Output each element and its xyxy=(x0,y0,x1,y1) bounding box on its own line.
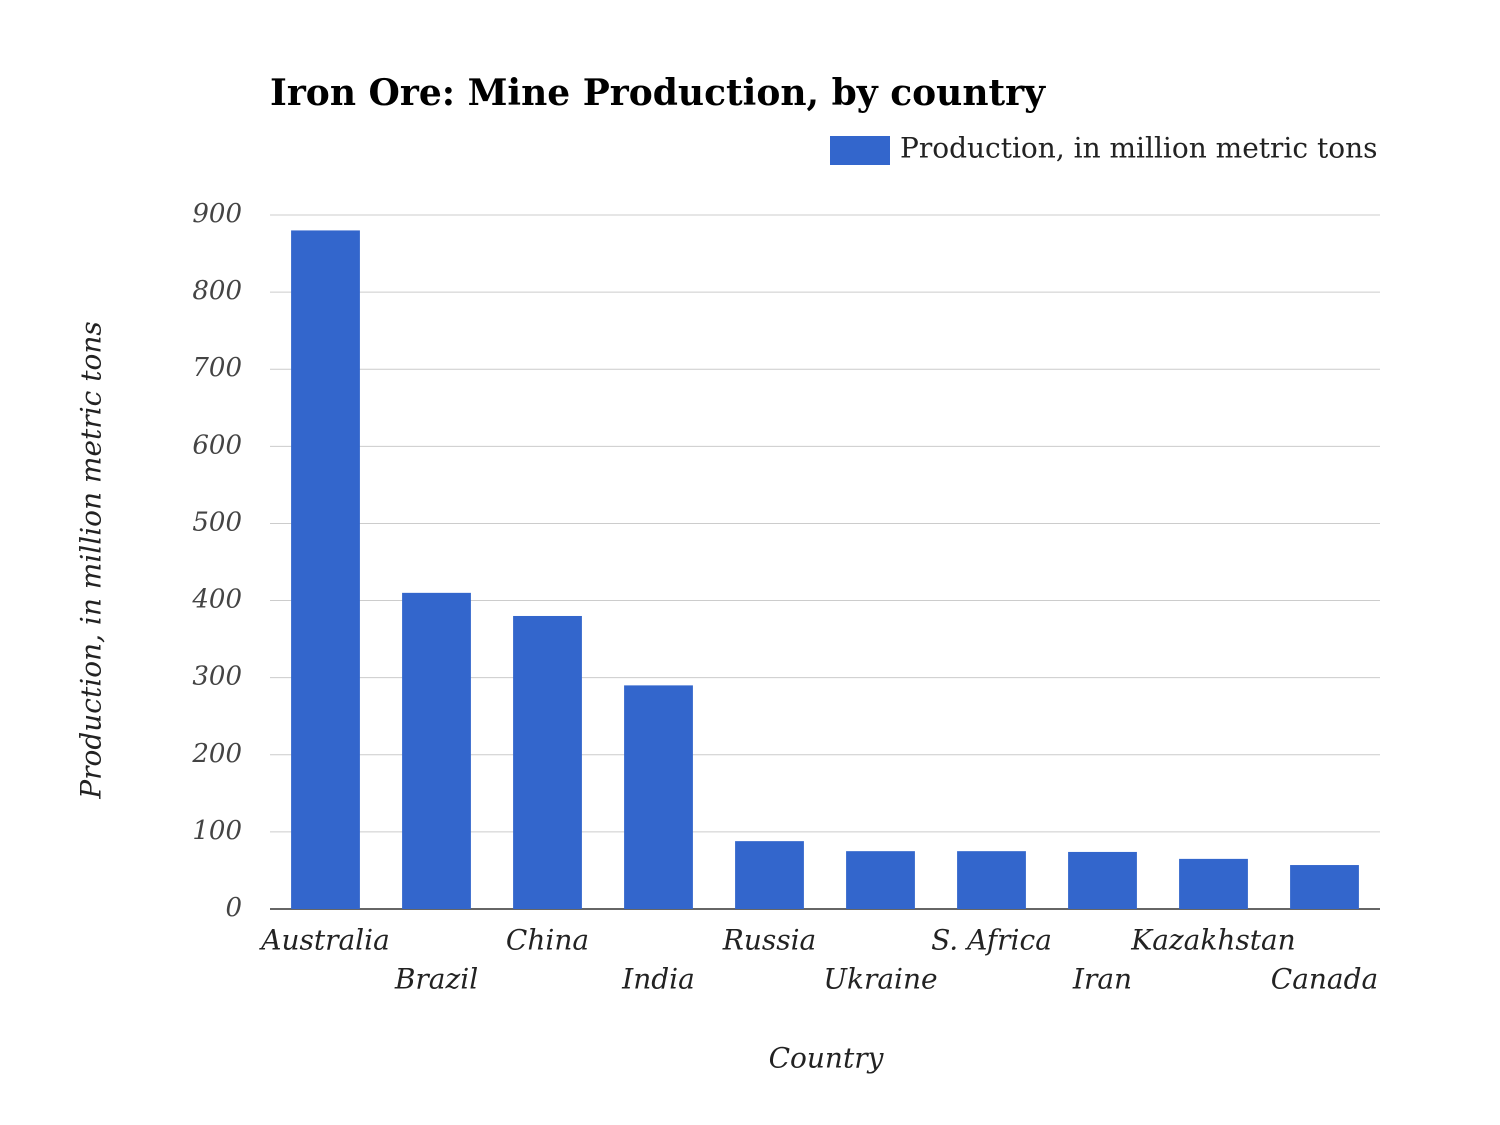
bar xyxy=(624,685,693,909)
x-tick-label: Kazakhstan xyxy=(1130,924,1295,957)
legend-swatch xyxy=(830,136,890,165)
bar xyxy=(1290,865,1359,909)
y-tick-label: 100 xyxy=(192,816,242,846)
y-tick-label: 400 xyxy=(191,585,242,615)
bar xyxy=(846,851,915,909)
bar xyxy=(291,230,360,909)
x-tick-label: Brazil xyxy=(394,963,478,996)
bar xyxy=(402,592,471,909)
x-tick-label: China xyxy=(506,924,589,957)
y-tick-label: 200 xyxy=(191,739,242,769)
y-tick-label: 700 xyxy=(192,353,242,383)
legend-label: Production, in million metric tons xyxy=(900,132,1377,165)
x-tick-label: S. Africa xyxy=(931,924,1052,957)
y-tick-label: 600 xyxy=(192,430,242,460)
y-tick-label: 800 xyxy=(192,276,242,306)
bar xyxy=(735,841,804,909)
bar xyxy=(957,851,1026,909)
y-tick-label: 900 xyxy=(192,199,242,229)
bar xyxy=(1179,858,1248,909)
x-tick-label: India xyxy=(621,963,695,996)
x-tick-label: Ukraine xyxy=(823,963,937,996)
x-tick-label: Iran xyxy=(1072,963,1132,996)
bar xyxy=(1068,851,1137,909)
bar xyxy=(513,615,582,909)
y-tick-label: 300 xyxy=(192,662,242,692)
x-tick-label: Canada xyxy=(1271,963,1378,996)
x-axis-title: Country xyxy=(769,1042,885,1075)
y-tick-label: 500 xyxy=(192,507,242,537)
x-tick-label: Australia xyxy=(258,924,390,957)
chart-title: Iron Ore: Mine Production, by country xyxy=(270,72,1046,114)
x-tick-label: Russia xyxy=(722,924,817,957)
y-axis-title: Production, in million metric tons xyxy=(75,321,108,799)
y-tick-label: 0 xyxy=(225,893,242,923)
